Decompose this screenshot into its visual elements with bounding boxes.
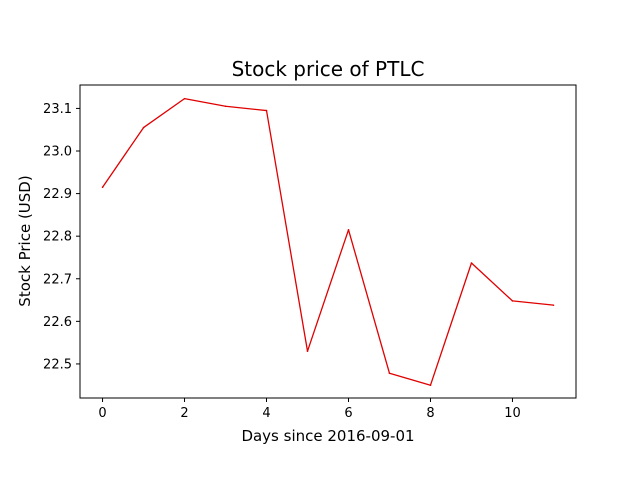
data-point — [430, 384, 432, 386]
y-tick-label: 22.9 — [43, 187, 72, 202]
y-axis: 22.5 22.6 22.7 22.8 22.9 23.0 23.1 — [43, 102, 80, 373]
chart-title: Stock price of PTLC — [232, 57, 425, 81]
x-tick-label: 6 — [344, 406, 352, 421]
data-point — [184, 98, 186, 100]
series-layer — [102, 98, 555, 386]
x-axis-label: Days since 2016-09-01 — [241, 427, 414, 445]
plot-area — [80, 85, 576, 398]
data-point — [553, 304, 555, 306]
data-point — [102, 186, 104, 188]
y-tick-label: 22.6 — [43, 315, 72, 330]
x-tick-label: 4 — [262, 406, 270, 421]
x-tick-label: 2 — [180, 406, 188, 421]
data-point — [143, 127, 145, 129]
data-point — [266, 110, 268, 112]
y-tick-label: 23.1 — [43, 102, 72, 117]
x-tick-label: 10 — [504, 406, 521, 421]
y-tick-label: 23.0 — [43, 145, 72, 160]
data-point — [471, 262, 473, 264]
y-tick-label: 22.8 — [43, 230, 72, 245]
data-point — [307, 350, 309, 352]
data-point — [389, 373, 391, 375]
y-tick-label: 22.5 — [43, 357, 72, 372]
y-tick-label: 22.7 — [43, 272, 72, 287]
price-series-line — [103, 99, 554, 386]
x-axis: 0 2 4 6 8 10 — [98, 398, 520, 421]
x-tick-label: 8 — [426, 406, 434, 421]
data-point — [512, 300, 514, 302]
y-axis-label: Stock Price (USD) — [16, 175, 34, 306]
data-point — [225, 105, 227, 107]
data-point — [348, 229, 350, 231]
x-tick-label: 0 — [98, 406, 106, 421]
